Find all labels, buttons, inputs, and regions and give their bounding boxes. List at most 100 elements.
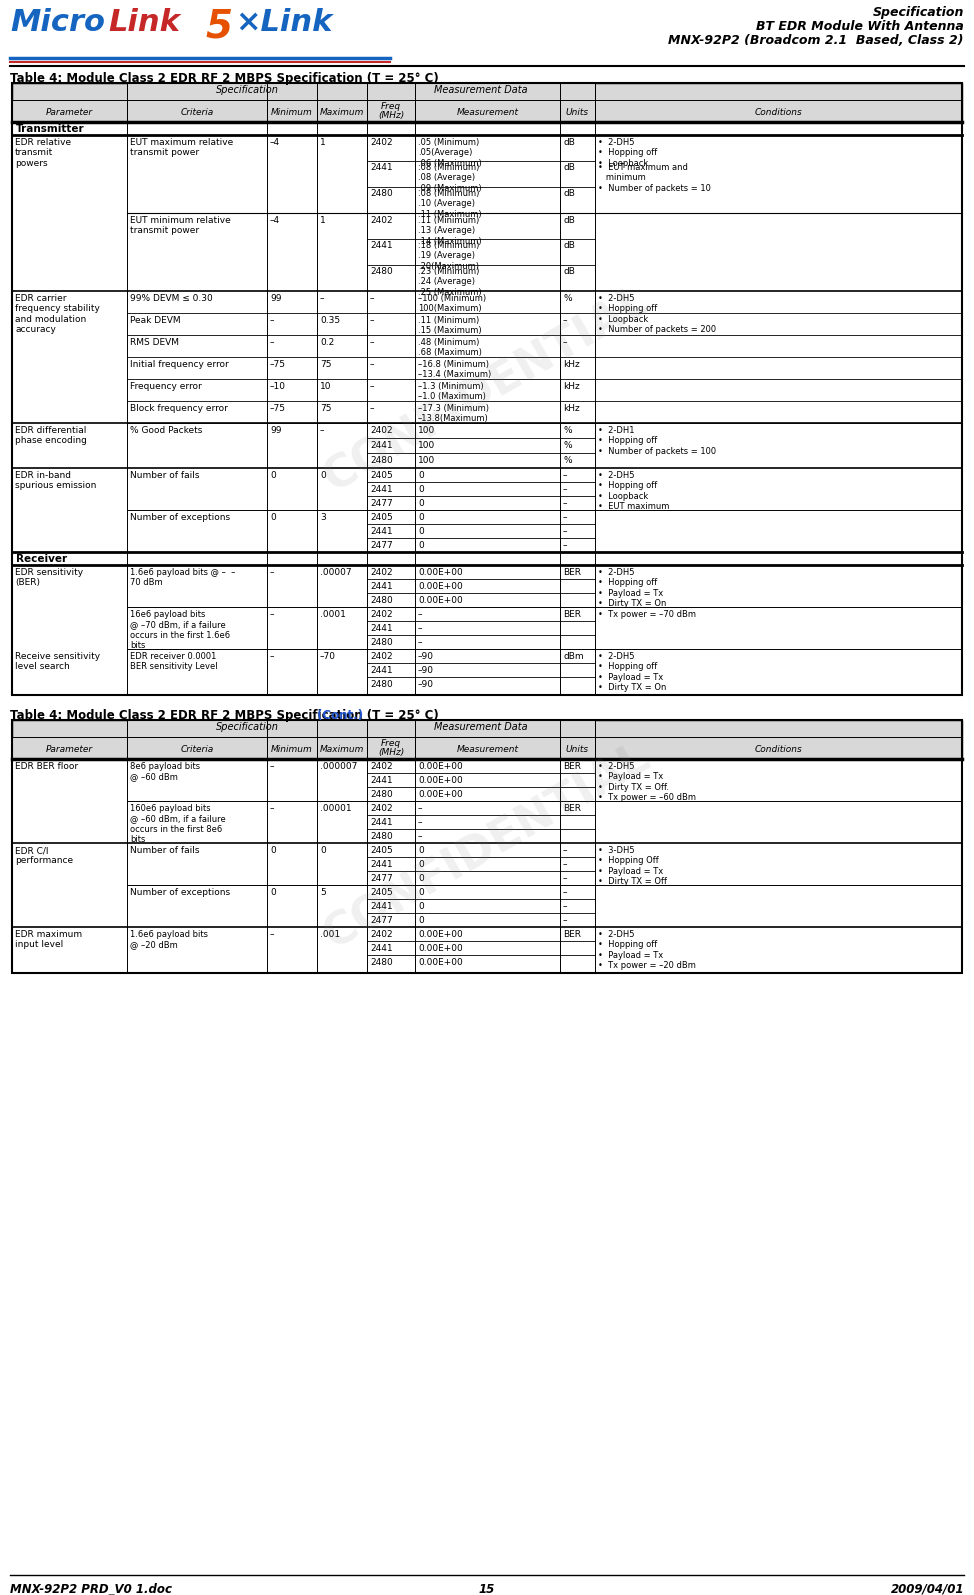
Text: 2441: 2441	[370, 526, 393, 536]
Bar	[127, 719, 367, 737]
Text: –: –	[563, 541, 568, 550]
Text: 0: 0	[320, 845, 325, 855]
Text: 0: 0	[418, 526, 424, 536]
Bar	[367, 83, 595, 100]
Text: Maximum: Maximum	[319, 745, 364, 754]
Bar	[12, 719, 962, 973]
Bar	[12, 121, 962, 136]
Text: 2441: 2441	[370, 903, 393, 911]
Text: CONFIDENTIAL: CONFIDENTIAL	[317, 278, 657, 499]
Text: 0.2: 0.2	[320, 338, 334, 348]
Text: •  2-DH5
•  Hopping off
•  Loopback: • 2-DH5 • Hopping off • Loopback	[598, 139, 657, 167]
Text: –: –	[563, 485, 568, 494]
Text: –: –	[270, 804, 275, 813]
Text: EDR C/I
performance: EDR C/I performance	[15, 845, 73, 866]
Text: 0: 0	[418, 514, 424, 522]
Text: –: –	[270, 930, 275, 939]
Text: 0.00E+00: 0.00E+00	[418, 944, 463, 952]
Text: BER: BER	[563, 930, 581, 939]
Text: •  EUT maximum and
   minimum
•  Number of packets = 10: • EUT maximum and minimum • Number of pa…	[598, 163, 711, 193]
Text: 2480: 2480	[370, 456, 393, 466]
Text: –: –	[563, 845, 568, 855]
Bar	[367, 100, 415, 121]
Text: –75: –75	[270, 404, 286, 413]
Text: •  2-DH5
•  Hopping off
•  Loopback
•  EUT maximum: • 2-DH5 • Hopping off • Loopback • EUT m…	[598, 471, 669, 512]
Text: 0: 0	[418, 541, 424, 550]
Text: Receive sensitivity
level search: Receive sensitivity level search	[15, 652, 100, 671]
Text: kHz: kHz	[563, 381, 580, 391]
Text: %: %	[563, 426, 572, 435]
Text: .0001: .0001	[320, 609, 346, 619]
Text: 2480: 2480	[370, 266, 393, 276]
Text: Block frequency error: Block frequency error	[130, 404, 228, 413]
Text: 2441: 2441	[370, 860, 393, 869]
Text: 2402: 2402	[370, 930, 393, 939]
Text: 1: 1	[320, 139, 325, 147]
Text: EDR maximum
input level: EDR maximum input level	[15, 930, 82, 949]
Text: 2441: 2441	[370, 944, 393, 952]
Text: –90: –90	[418, 652, 434, 660]
Text: 100: 100	[418, 456, 435, 466]
Text: Receiver: Receiver	[16, 553, 67, 565]
Text: Measurement Data: Measurement Data	[434, 85, 528, 96]
Text: –4: –4	[270, 139, 281, 147]
Text: –: –	[418, 624, 423, 633]
Text: –: –	[320, 293, 324, 303]
Text: Specification: Specification	[873, 6, 964, 19]
Text: 0: 0	[418, 499, 424, 507]
Text: –: –	[270, 652, 275, 660]
Text: 2441: 2441	[370, 440, 393, 450]
Text: 75: 75	[320, 360, 331, 368]
Text: dB: dB	[563, 188, 575, 198]
Text: 0: 0	[418, 860, 424, 869]
Text: dB: dB	[563, 266, 575, 276]
Text: 0: 0	[418, 485, 424, 494]
Text: Minimum: Minimum	[271, 108, 313, 116]
Bar	[560, 100, 595, 121]
Text: –: –	[563, 903, 568, 911]
Bar	[12, 552, 962, 565]
Text: 0.00E+00: 0.00E+00	[418, 582, 463, 592]
Text: EDR relative
transmit
powers: EDR relative transmit powers	[15, 139, 71, 167]
Text: Measurement: Measurement	[457, 745, 518, 754]
Text: –: –	[320, 426, 324, 435]
Text: CONFIDENTIAL: CONFIDENTIAL	[317, 735, 657, 957]
Text: dB: dB	[563, 163, 575, 172]
Text: 2402: 2402	[370, 609, 393, 619]
Text: –: –	[370, 381, 374, 391]
Text: Specification: Specification	[215, 723, 279, 732]
Text: 0: 0	[418, 845, 424, 855]
Bar	[415, 100, 560, 121]
Text: 2480: 2480	[370, 638, 393, 648]
Text: 0: 0	[270, 845, 276, 855]
Text: –: –	[418, 818, 423, 826]
Text: (MHz): (MHz)	[378, 112, 404, 120]
Bar	[12, 83, 962, 121]
Text: (Cont.): (Cont.)	[318, 710, 363, 723]
Text: Conditions: Conditions	[755, 745, 803, 754]
Text: BT EDR Module With Antenna: BT EDR Module With Antenna	[756, 21, 964, 33]
Text: 3: 3	[320, 514, 325, 522]
Text: 0: 0	[418, 916, 424, 925]
Text: 1.6e6 payload bits @ –  –
70 dBm: 1.6e6 payload bits @ – – 70 dBm	[130, 568, 236, 587]
Text: 2441: 2441	[370, 163, 393, 172]
Text: –: –	[563, 526, 568, 536]
Text: dB: dB	[563, 215, 575, 225]
Text: EDR carrier
frequency stability
and modulation
accuracy: EDR carrier frequency stability and modu…	[15, 293, 100, 335]
Text: 2402: 2402	[370, 804, 393, 813]
Bar	[127, 83, 367, 100]
Text: 2441: 2441	[370, 818, 393, 826]
Text: 2402: 2402	[370, 652, 393, 660]
Text: –100 (Minimum)
100(Maximum): –100 (Minimum) 100(Maximum)	[418, 293, 486, 313]
Text: Parameter: Parameter	[46, 745, 94, 754]
Text: .00001: .00001	[320, 804, 352, 813]
Bar	[267, 100, 317, 121]
Text: .001: .001	[320, 930, 340, 939]
Text: .18 (Minimum)
.19 (Average)
.20(Maximum): .18 (Minimum) .19 (Average) .20(Maximum)	[418, 241, 479, 271]
Text: dB: dB	[563, 139, 575, 147]
Text: 2405: 2405	[370, 514, 393, 522]
Text: –: –	[418, 833, 423, 841]
Text: Freq: Freq	[381, 102, 401, 112]
Text: –: –	[563, 874, 568, 884]
Text: Link: Link	[108, 8, 180, 37]
